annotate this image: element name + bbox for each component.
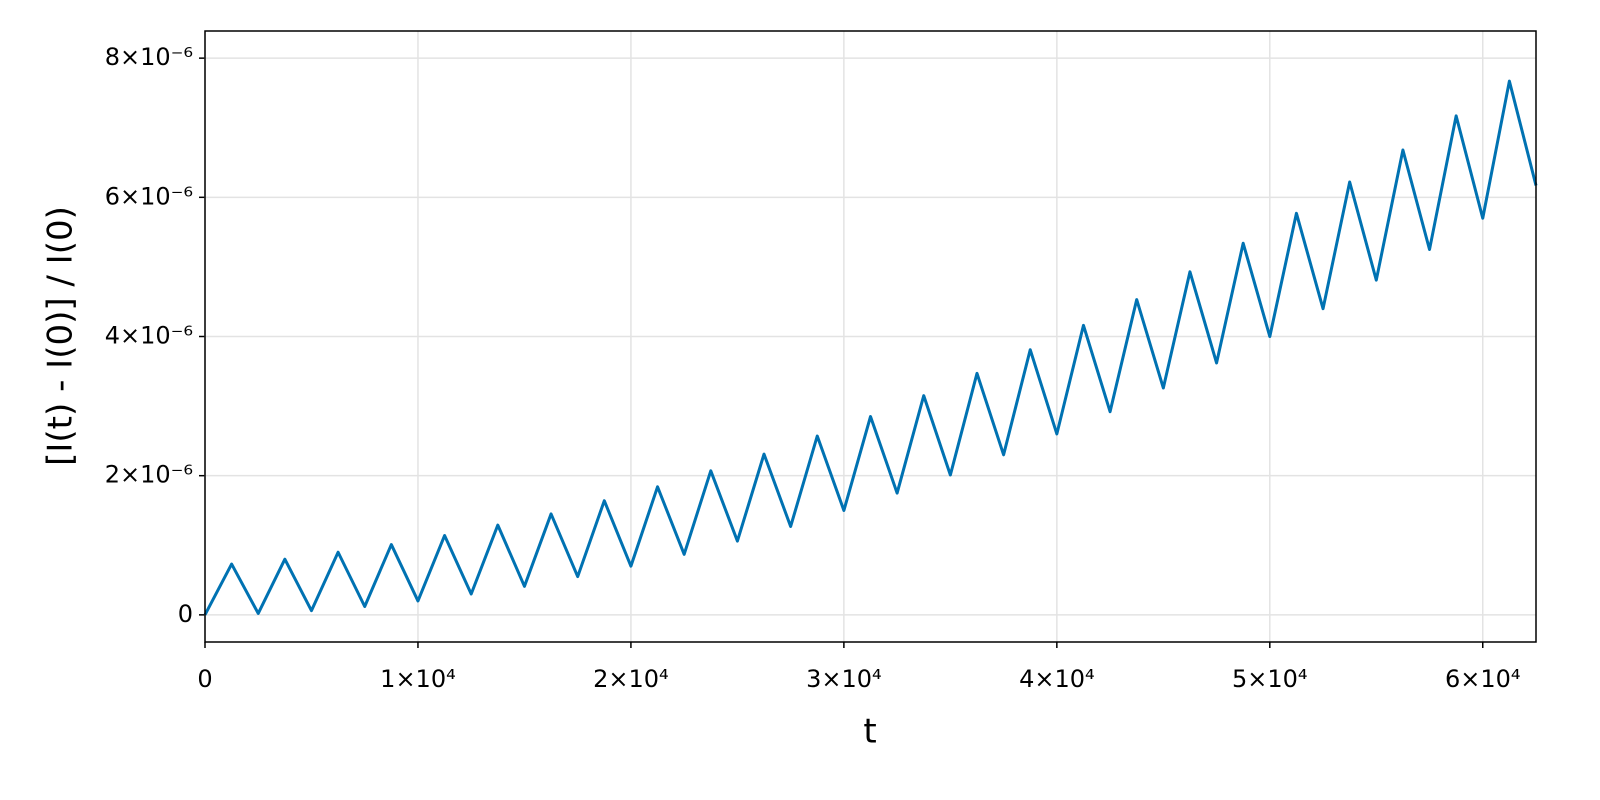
x-tick-label: 6×10⁴	[1445, 665, 1521, 693]
x-tick-label: 5×10⁴	[1232, 665, 1308, 693]
y-axis-label: [I(t) - I(0)] / I(0)	[41, 206, 81, 466]
x-tick-label: 1×10⁴	[380, 665, 456, 693]
y-tick-label: 4×10⁻⁶	[105, 322, 193, 350]
x-tick-label: 0	[197, 665, 212, 693]
x-axis-label: t	[863, 712, 876, 752]
y-tick-label: 8×10⁻⁶	[105, 43, 193, 71]
data-line	[203, 79, 1538, 616]
x-tick-label: 4×10⁴	[1019, 665, 1095, 693]
y-tick-label: 6×10⁻⁶	[105, 182, 193, 210]
y-tick-label: 0	[178, 600, 193, 628]
x-tick-label: 3×10⁴	[806, 665, 882, 693]
y-tick-label: 2×10⁻⁶	[105, 461, 193, 489]
plot-frame	[204, 30, 1537, 643]
x-tick-label: 2×10⁴	[593, 665, 669, 693]
